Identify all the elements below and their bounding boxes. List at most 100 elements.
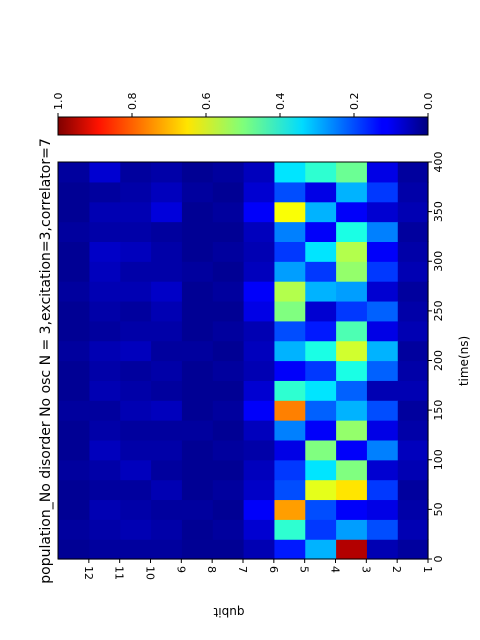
heatmap-cell — [58, 360, 90, 381]
heatmap-cell — [243, 300, 275, 322]
heatmap-cell — [304, 241, 337, 262]
heatmap-cell — [150, 360, 182, 381]
y-tick-label: 11 — [113, 566, 126, 580]
heatmap-cell — [243, 360, 275, 381]
heatmap-cell — [243, 181, 275, 203]
heatmap-cell — [119, 241, 152, 262]
heatmap-cell — [397, 261, 429, 282]
heatmap-cell — [366, 281, 398, 302]
heatmap-cell — [243, 261, 275, 282]
heatmap-cell — [88, 479, 121, 501]
x-tick-label: 0 — [432, 556, 445, 563]
heatmap-cell — [366, 300, 398, 322]
heatmap-cell — [335, 459, 367, 481]
heatmap-cell — [335, 241, 367, 262]
heatmap-cell — [150, 420, 182, 441]
y-tick-label: 10 — [144, 566, 157, 580]
colorbar-tick-label: 0.4 — [274, 93, 287, 111]
heatmap-cell — [397, 380, 429, 401]
chart-title: population_No disorder No osc N = 3,exci… — [38, 138, 54, 584]
heatmap-cell — [273, 162, 306, 183]
heatmap-cell — [366, 519, 398, 540]
heatmap-cell — [181, 519, 213, 540]
heatmap-cell — [88, 340, 121, 362]
heatmap-cell — [58, 380, 90, 401]
heatmap-cell — [335, 479, 367, 501]
heatmap-cell — [304, 360, 337, 381]
heatmap-cell — [58, 300, 90, 322]
heatmap-cell — [243, 241, 275, 262]
heatmap-cell — [150, 459, 182, 481]
heatmap-cell — [119, 281, 152, 302]
heatmap-cell — [304, 459, 337, 481]
heatmap-cell — [119, 300, 152, 322]
heatmap-cell — [181, 261, 213, 282]
heatmap-cell — [119, 479, 152, 501]
heatmap-cell — [119, 261, 152, 282]
heatmap-cell — [273, 181, 306, 203]
heatmap-cell — [88, 201, 121, 223]
heatmap-cell — [212, 459, 244, 481]
heatmap-cell — [88, 241, 121, 262]
heatmap-cell — [397, 162, 429, 183]
heatmap-cell — [88, 300, 121, 322]
heatmap-cell — [366, 181, 398, 203]
heatmap-cell — [150, 300, 182, 322]
heatmap-cell — [150, 261, 182, 282]
heatmap-cell — [88, 439, 121, 461]
heatmap-cell — [273, 539, 306, 560]
heatmap-cell — [304, 162, 337, 183]
heatmap-cell — [181, 439, 213, 461]
x-tick-label: 50 — [432, 502, 445, 516]
colorbar-axis: 0.0 0.2 0.4 0.6 0.8 1.0 — [52, 93, 435, 117]
heatmap-cell — [273, 241, 306, 262]
heatmap-cell — [335, 519, 367, 540]
heatmap-cell — [119, 519, 152, 540]
x-tick-label: 400 — [432, 152, 445, 173]
heatmap-cell — [304, 519, 337, 540]
heatmap-cell — [243, 281, 275, 302]
heatmap-cell — [181, 459, 213, 481]
heatmap-cell — [119, 320, 152, 342]
heatmap-cell — [335, 201, 367, 223]
heatmap-cell — [181, 539, 213, 560]
heatmap-cell — [335, 300, 367, 322]
heatmap-cell — [335, 281, 367, 302]
heatmap-cell — [58, 261, 90, 282]
heatmap-cell — [150, 439, 182, 461]
heatmap-cell — [243, 420, 275, 441]
heatmap-cell — [366, 162, 398, 183]
heatmap-cell — [273, 261, 306, 282]
heatmap-cell — [304, 539, 337, 560]
heatmap-cell — [335, 400, 367, 421]
y-tick-label: 12 — [82, 566, 95, 580]
heatmap-cell — [243, 499, 275, 520]
heatmap-cell — [397, 201, 429, 223]
heatmap-cell — [366, 241, 398, 262]
heatmap-cell — [119, 380, 152, 401]
heatmap-cell — [212, 340, 244, 362]
heatmap-cell — [243, 162, 275, 183]
heatmap-cell — [335, 261, 367, 282]
heatmap-cell — [273, 519, 306, 540]
heatmap-cell — [243, 221, 275, 242]
heatmap-cell — [119, 420, 152, 441]
colorbar-tick-label: 0.0 — [422, 93, 435, 111]
heatmap-cell — [335, 181, 367, 203]
x-tick-label: 100 — [432, 449, 445, 470]
heatmap-cell — [304, 340, 337, 362]
heatmap-cell — [58, 499, 90, 520]
heatmap-cell — [212, 420, 244, 441]
heatmap-cell — [243, 519, 275, 540]
heatmap-cell — [119, 162, 152, 183]
heatmap-cell — [88, 400, 121, 421]
heatmap-cell — [397, 439, 429, 461]
heatmap-cell — [88, 420, 121, 441]
heatmap-cell — [366, 499, 398, 520]
heatmap-cell — [181, 340, 213, 362]
heatmap-cell — [150, 519, 182, 540]
heatmap-cell — [58, 400, 90, 421]
heatmap-cell — [366, 380, 398, 401]
heatmap-cell — [88, 380, 121, 401]
